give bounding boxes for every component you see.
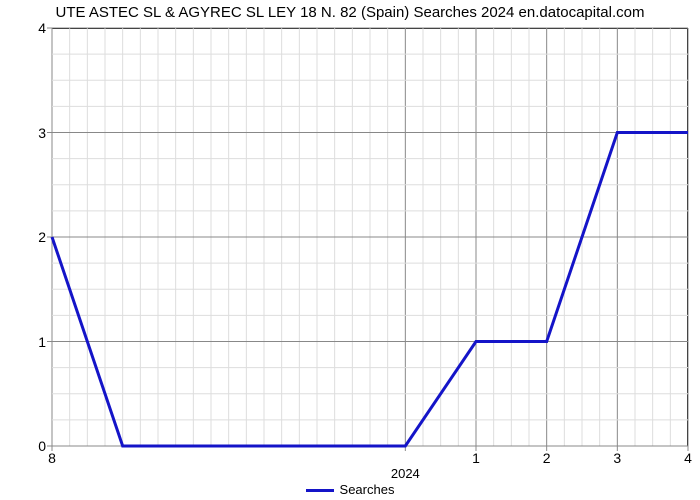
chart-title: UTE ASTEC SL & AGYREC SL LEY 18 N. 82 (S… (0, 4, 700, 21)
legend: Searches (0, 482, 700, 497)
y-tick-label: 1 (6, 334, 46, 350)
y-tick-label: 3 (6, 125, 46, 141)
legend-swatch (306, 489, 334, 492)
y-tick-label: 4 (6, 20, 46, 36)
series-layer (52, 28, 688, 446)
line-chart: UTE ASTEC SL & AGYREC SL LEY 18 N. 82 (S… (0, 0, 700, 500)
x-tick-label: 2 (543, 450, 551, 466)
x-tick-label: 1 (472, 450, 480, 466)
series-line (52, 133, 688, 447)
legend-label: Searches (340, 482, 395, 497)
x-tick-label: 3 (613, 450, 621, 466)
x-axis-title: 2024 (391, 466, 420, 481)
x-tick-label: 8 (48, 450, 56, 466)
x-tick-label: 4 (684, 450, 692, 466)
y-tick-label: 2 (6, 229, 46, 245)
y-tick-label: 0 (6, 438, 46, 454)
